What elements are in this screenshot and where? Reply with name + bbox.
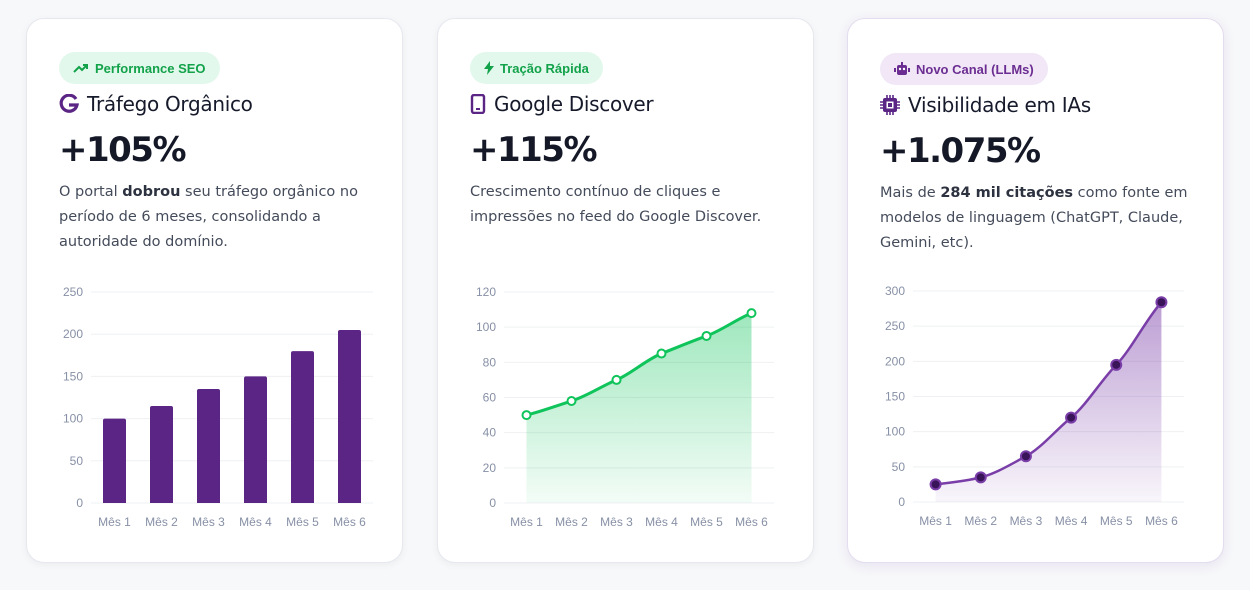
description: Crescimento contínuo de cliques e impres… <box>470 184 762 225</box>
y-tick-label: 100 <box>885 425 905 439</box>
x-tick-label: Mês 1 <box>919 514 952 528</box>
data-point <box>974 471 987 484</box>
card-organic-traffic: Performance SEO Tráfego Orgânico +105% O… <box>26 18 403 563</box>
card-title: Tráfego Orgânico <box>59 92 378 116</box>
data-point <box>929 478 942 491</box>
x-tick-label: Mês 3 <box>600 515 633 529</box>
smartphone-icon <box>470 94 486 114</box>
x-tick-label: Mês 4 <box>645 515 678 529</box>
data-point <box>1110 358 1123 371</box>
series-line <box>526 311 753 417</box>
x-tick-label: Mês 5 <box>1100 514 1133 528</box>
data-point <box>566 396 577 407</box>
card-title-label: Google Discover <box>494 92 654 116</box>
bar <box>291 351 314 503</box>
tag-label: Tração Rápida <box>500 60 589 76</box>
data-point <box>611 374 622 385</box>
card-title-label: Tráfego Orgânico <box>87 92 253 116</box>
tag-badge: Performance SEO <box>59 52 220 84</box>
trending-up-icon <box>73 64 88 73</box>
x-tick-label: Mês 4 <box>239 515 272 529</box>
y-tick-label: 200 <box>63 327 83 341</box>
y-tick-label: 60 <box>483 391 497 405</box>
tag-badge: Novo Canal (LLMs) <box>880 53 1048 85</box>
tag-badge: Tração Rápida <box>470 52 603 84</box>
y-tick-label: 50 <box>892 460 906 474</box>
card-title-label: Visibilidade em IAs <box>908 93 1091 117</box>
x-tick-label: Mês 2 <box>145 515 178 529</box>
chip-icon <box>880 95 900 115</box>
x-tick-label: Mês 6 <box>333 515 366 529</box>
x-tick-label: Mês 6 <box>735 515 768 529</box>
bar <box>150 405 173 503</box>
y-tick-label: 150 <box>63 369 83 383</box>
robot-icon <box>894 62 910 75</box>
y-tick-label: 80 <box>483 355 497 369</box>
area-fill <box>526 313 752 503</box>
y-tick-label: 200 <box>885 354 905 368</box>
x-tick-label: Mês 5 <box>690 515 723 529</box>
x-tick-label: Mês 2 <box>964 514 997 528</box>
y-tick-label: 150 <box>885 390 905 404</box>
y-tick-label: 0 <box>898 495 905 509</box>
series-line <box>935 301 1163 486</box>
data-point <box>701 330 712 341</box>
y-tick-label: 20 <box>483 461 497 475</box>
y-tick-label: 250 <box>885 319 905 333</box>
x-tick-label: Mês 6 <box>1145 514 1178 528</box>
lightning-icon <box>484 61 494 75</box>
card-title: Visibilidade em IAs <box>880 93 1199 117</box>
y-tick-label: 100 <box>63 412 83 426</box>
y-tick-label: 300 <box>885 284 905 298</box>
x-tick-label: Mês 5 <box>286 515 319 529</box>
card-title: Google Discover <box>470 92 789 116</box>
metric-value: +105% <box>59 130 187 170</box>
y-tick-label: 40 <box>483 426 497 440</box>
tag-label: Novo Canal (LLMs) <box>916 61 1034 77</box>
card-google-discover: Tração Rápida Google Discover +115% Cres… <box>437 18 814 563</box>
x-tick-label: Mês 3 <box>1010 514 1043 528</box>
card-ai-visibility: Novo Canal (LLMs) Visibilidade em IAs +1… <box>847 18 1224 563</box>
data-point <box>1065 411 1078 424</box>
area-fill <box>935 302 1162 502</box>
bar <box>103 418 126 503</box>
bar <box>197 389 220 503</box>
x-tick-label: Mês 1 <box>510 515 543 529</box>
y-tick-label: 0 <box>489 496 496 510</box>
description: O portal dobrou seu tráfego orgânico no … <box>59 184 358 250</box>
y-tick-label: 250 <box>63 285 83 299</box>
data-point <box>656 348 667 359</box>
tag-label: Performance SEO <box>95 60 206 76</box>
bar <box>338 329 361 503</box>
y-tick-label: 0 <box>76 496 83 510</box>
x-tick-label: Mês 2 <box>555 515 588 529</box>
metric-value: +115% <box>470 130 598 170</box>
description: Mais de 284 mil citações como fonte em m… <box>880 185 1188 251</box>
data-point <box>521 410 532 421</box>
y-tick-label: 100 <box>476 320 496 334</box>
x-tick-label: Mês 1 <box>98 515 131 529</box>
metric-value: +1.075% <box>880 131 1041 171</box>
y-tick-label: 50 <box>70 454 84 468</box>
x-tick-label: Mês 3 <box>192 515 225 529</box>
google-g-icon <box>59 94 79 113</box>
data-point <box>1019 450 1032 463</box>
x-tick-label: Mês 4 <box>1055 514 1088 528</box>
y-tick-label: 120 <box>476 285 496 299</box>
bar <box>244 376 267 503</box>
data-point <box>1155 296 1168 309</box>
data-point <box>746 308 757 319</box>
